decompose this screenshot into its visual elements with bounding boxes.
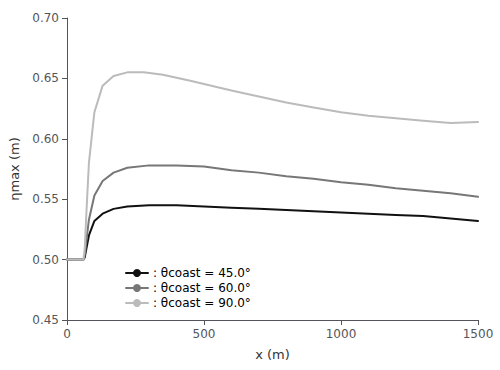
- svg-text:ηmax (m): ηmax (m): [7, 137, 22, 201]
- svg-text:1000: 1000: [326, 327, 357, 341]
- svg-text:0.70: 0.70: [32, 11, 59, 25]
- svg-text:: θcoast = 60.0°: : θcoast = 60.0°: [153, 281, 251, 295]
- svg-text:: θcoast = 90.0°: : θcoast = 90.0°: [153, 296, 251, 310]
- svg-text:x (m): x (m): [255, 347, 290, 362]
- svg-text:0.45: 0.45: [32, 313, 59, 327]
- svg-text:500: 500: [193, 327, 216, 341]
- svg-text:1500: 1500: [463, 327, 494, 341]
- svg-text:: θcoast = 45.0°: : θcoast = 45.0°: [153, 266, 251, 280]
- svg-text:0.55: 0.55: [32, 192, 59, 206]
- svg-text:0.60: 0.60: [32, 132, 59, 146]
- svg-text:0: 0: [63, 327, 71, 341]
- svg-text:0.50: 0.50: [32, 253, 59, 267]
- svg-text:0.65: 0.65: [32, 71, 59, 85]
